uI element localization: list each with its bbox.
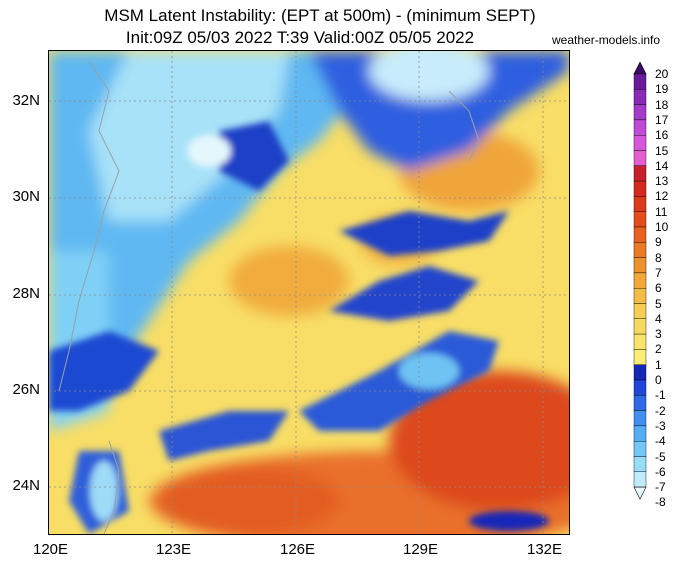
colorbar-segment	[633, 456, 647, 473]
lat-label-24n: 24N	[12, 477, 40, 494]
colorbar-tick-label: 7	[655, 265, 662, 280]
lat-label-32n: 32N	[12, 92, 40, 109]
colorbar-tick-label: -8	[655, 495, 666, 510]
colorbar-tick-label: 8	[655, 250, 662, 265]
colorbar-segment	[633, 272, 647, 289]
map-title: MSM Latent Instability: (EPT at 500m) - …	[104, 6, 536, 25]
colorbar-segment	[633, 303, 647, 320]
lon-label-123e: 123E	[156, 541, 192, 558]
colorbar-tick-label: 16	[655, 128, 669, 143]
lat-label-30n: 30N	[12, 188, 40, 205]
colorbar-segment	[633, 471, 647, 488]
colorbar-segment	[633, 364, 647, 381]
source-credit: weather-models.info	[552, 33, 661, 47]
colorbar-tick-label: 12	[655, 189, 669, 204]
map-panel	[48, 50, 570, 535]
colorbar-segment	[633, 134, 647, 151]
lon-label-120e: 120E	[33, 541, 69, 558]
colorbar-tick-label: -5	[655, 449, 666, 464]
colorbar-tick-label: 19	[655, 82, 669, 97]
colorbar-segment	[633, 211, 647, 228]
colorbar-tick-label: -2	[655, 403, 666, 418]
colorbar-tick-label: 13	[655, 174, 669, 189]
colorbar-tick-label: 18	[655, 97, 669, 112]
colorbar-tick-label: -6	[655, 464, 666, 479]
lon-label-132e: 132E	[527, 541, 563, 558]
colorbar-tick-label: 11	[655, 204, 668, 219]
colorbar-segment	[633, 333, 647, 350]
colorbar-segment	[633, 441, 647, 457]
colorbar-segment	[633, 379, 647, 396]
colorbar-segment	[633, 165, 647, 182]
colorbar-tick-label: -4	[655, 434, 666, 449]
colorbar-segment	[633, 410, 647, 427]
colorbar-segment	[633, 242, 647, 258]
colorbar-tick-label: 20	[655, 67, 669, 81]
colorbar-tick-label: 17	[655, 112, 669, 127]
colorbar-segment	[633, 119, 647, 136]
lat-label-28n: 28N	[12, 285, 40, 302]
colorbar-tick-label: -1	[655, 388, 666, 403]
colorbar-tick-label: 9	[655, 235, 662, 250]
colorbar-tick-label: 3	[655, 327, 662, 342]
colorbar-tick-label: 2	[655, 342, 662, 357]
colorbar-tick-label: 15	[655, 143, 669, 158]
colorbar-segment	[633, 425, 647, 442]
lat-label-26n: 26N	[12, 381, 40, 398]
lon-label-126e: 126E	[280, 541, 316, 558]
colorbar-tick-label: 6	[655, 281, 662, 296]
colorbar-extend-bottom	[633, 486, 647, 500]
colorbar-segment	[633, 89, 647, 105]
colorbar-tick-label: 10	[655, 220, 669, 234]
colorbar-segment	[633, 104, 647, 121]
colorbar-segment	[633, 287, 647, 304]
colorbar-segment	[633, 180, 647, 197]
colorbar-segment	[633, 73, 647, 90]
colorbar-tick-label: -3	[655, 418, 666, 433]
colorbar-segment	[633, 196, 647, 212]
lon-label-129e: 129E	[403, 541, 439, 558]
instability-field	[49, 51, 569, 534]
colorbar-tick-label: 0	[655, 373, 662, 387]
colorbar-tick-label: 1	[655, 357, 662, 372]
colorbar-segment	[633, 318, 647, 335]
colorbar-segment	[633, 257, 647, 274]
colorbar-tick-label: 14	[655, 158, 669, 173]
colorbar-tick-label: 4	[655, 311, 662, 326]
colorbar-segment	[633, 395, 647, 411]
colorbar-extend-top	[633, 62, 647, 75]
colorbar-segment	[633, 150, 647, 167]
colorbar-segment	[633, 349, 647, 365]
colorbar-tick-label: -7	[655, 480, 666, 495]
colorbar-segment	[633, 226, 647, 243]
colorbar	[633, 62, 647, 500]
colorbar-tick-label: 5	[655, 296, 662, 311]
map-subtitle: Init:09Z 05/03 2022 T:39 Valid:00Z 05/05…	[125, 28, 475, 47]
